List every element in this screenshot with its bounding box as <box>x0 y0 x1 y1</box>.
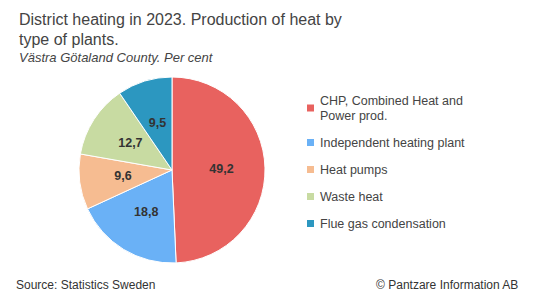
svg-text:Source: Statistics Sweden: Source: Statistics Sweden <box>16 278 155 292</box>
svg-text:Flue gas condensation: Flue gas condensation <box>320 217 446 231</box>
svg-text:49,2: 49,2 <box>209 162 233 176</box>
svg-text:© Pantzare Information AB: © Pantzare Information AB <box>376 278 518 292</box>
svg-text:Heat pumps: Heat pumps <box>320 163 387 177</box>
svg-text:Independent heating plant: Independent heating plant <box>320 136 465 150</box>
svg-text:9,6: 9,6 <box>114 169 131 183</box>
svg-text:Västra Götaland County. Per ce: Västra Götaland County. Per cent <box>19 50 214 65</box>
svg-text:12,7: 12,7 <box>118 136 142 150</box>
svg-text:9,5: 9,5 <box>149 116 166 130</box>
svg-text:Power prod.: Power prod. <box>320 109 387 123</box>
svg-text:18,8: 18,8 <box>134 205 158 219</box>
svg-text:Waste heat: Waste heat <box>320 190 383 204</box>
svg-text:type of plants.: type of plants. <box>19 31 119 48</box>
svg-text:District heating in 2023. Prod: District heating in 2023. Production of … <box>19 11 346 28</box>
svg-text:CHP, Combined Heat and: CHP, Combined Heat and <box>320 94 466 108</box>
